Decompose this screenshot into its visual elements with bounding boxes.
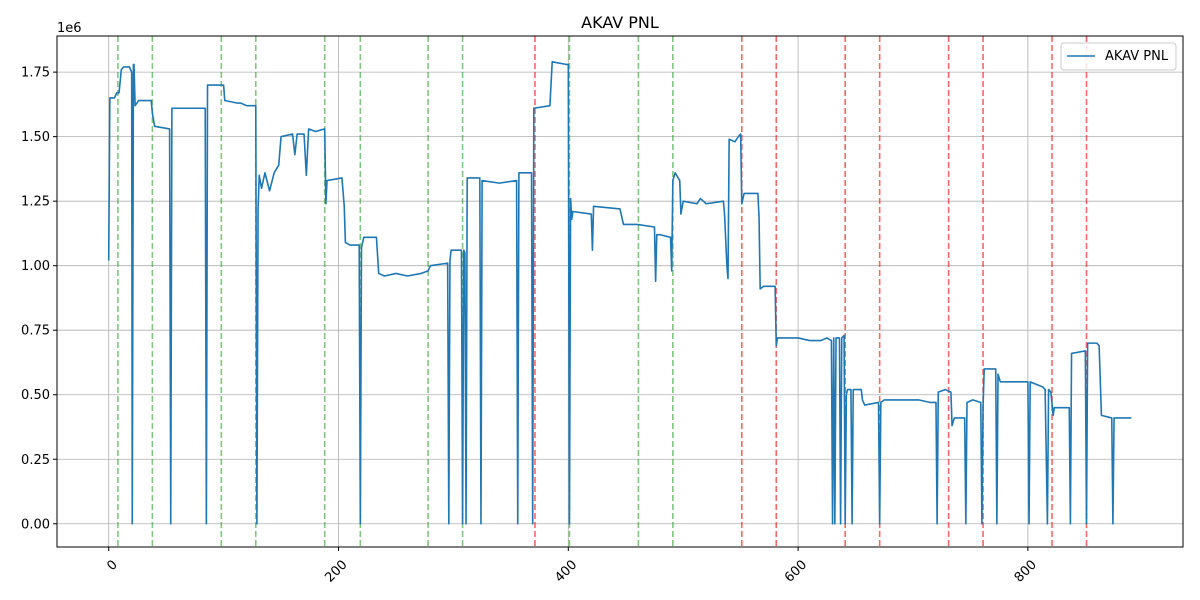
legend-entry: AKAV PNL — [1105, 49, 1169, 64]
y-axis: 0.00 0.25 0.50 0.75 1.00 1.25 1.50 1.75 — [21, 66, 57, 532]
y-scale-label: 1e6 — [57, 21, 82, 36]
legend: AKAV PNL — [1060, 42, 1177, 71]
plot-frame — [56, 35, 1184, 548]
y-tick-label: 1.25 — [21, 195, 50, 210]
y-tick-label: 0.00 — [21, 517, 50, 532]
y-tick-label: 1.00 — [21, 259, 50, 274]
series-line-akav-pnl — [107, 61, 1132, 525]
legend-box — [1060, 42, 1177, 71]
y-tick-label: 0.50 — [21, 388, 50, 403]
y-tick-label: 1.75 — [21, 66, 50, 81]
series-layer — [107, 61, 1132, 525]
y-tick-label: 1.50 — [21, 130, 50, 145]
y-tick-label: 0.75 — [21, 324, 50, 339]
y-tick-label: 0.25 — [21, 453, 50, 468]
chart-title: AKAV PNL — [581, 13, 659, 32]
